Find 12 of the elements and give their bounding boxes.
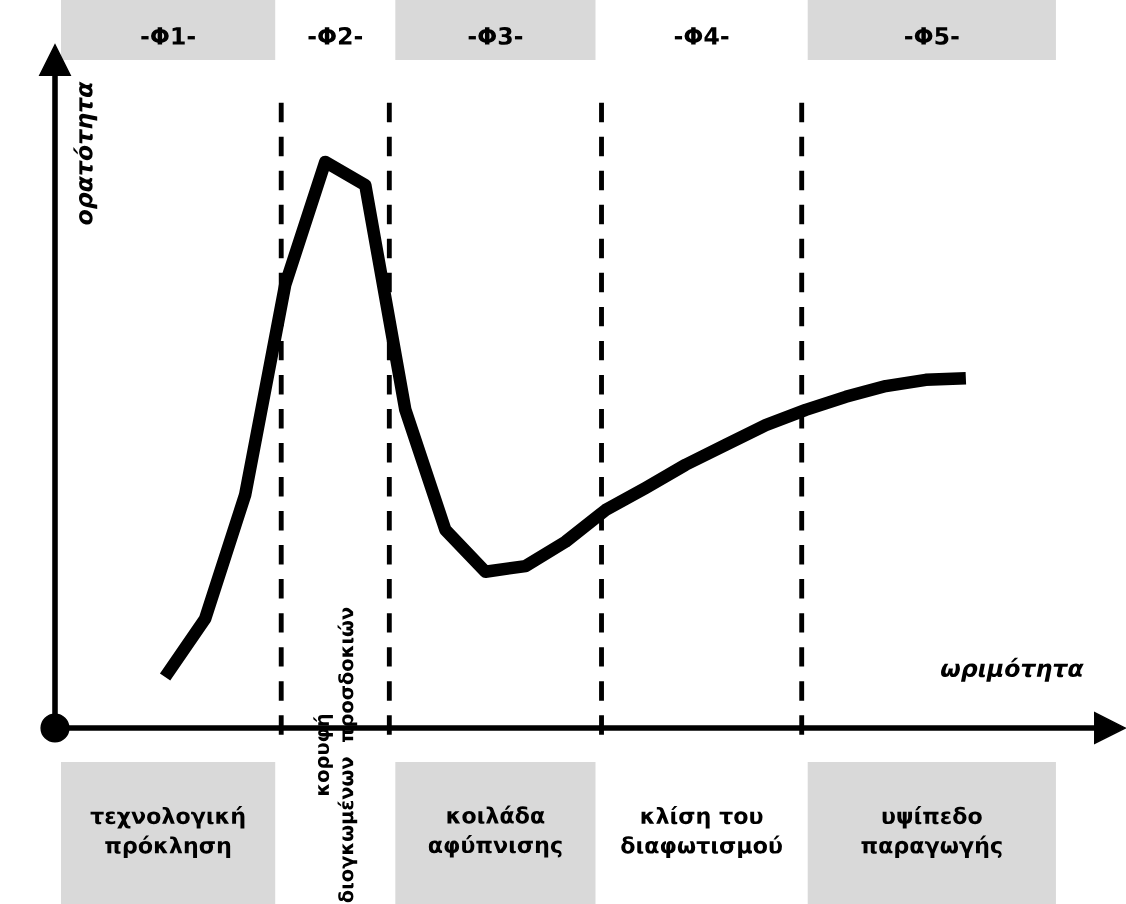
- y-axis-title: ορατότητα: [73, 81, 98, 225]
- text: -Φ5-: [905, 27, 959, 45]
- text: -Φ3-: [468, 26, 523, 45]
- text: -Φ2-: [308, 26, 363, 45]
- text: κοιλάδα αφύπνισης: [428, 805, 562, 858]
- text: -Φ1-: [141, 27, 195, 45]
- x-axis-title: ωριμότητα: [941, 657, 1084, 682]
- text: κλίση του διαφωτισμού: [621, 806, 782, 858]
- text: υψίπεδο παραγωγής: [861, 806, 1002, 858]
- annotation: κορυφή διογκωμένων προσδοκιών: [313, 607, 358, 903]
- text: -Φ4-: [674, 27, 729, 45]
- text: τεχνολογική πρόκληση: [90, 806, 245, 858]
